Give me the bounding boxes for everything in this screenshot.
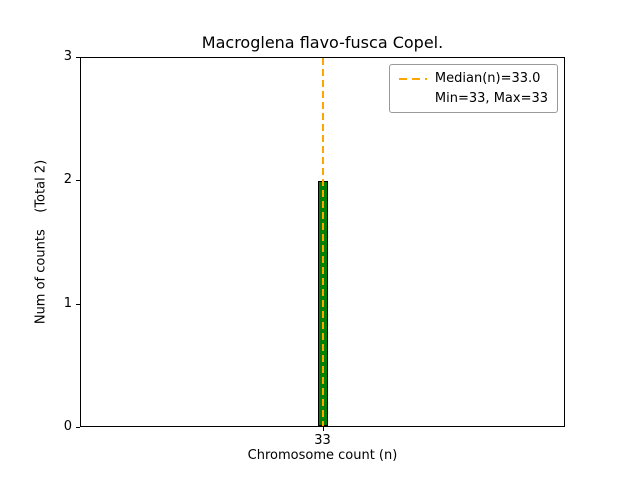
plot-area: Median(n)=33.0 Min=33, Max=33 — [80, 57, 565, 427]
chart-title: Macroglena flavo-fusca Copel. — [201, 33, 444, 52]
legend-minmax-label: Min=33, Max=33 — [434, 91, 548, 106]
x-axis-label: Chromosome count (n) — [247, 448, 398, 463]
legend: Median(n)=33.0 Min=33, Max=33 — [388, 64, 558, 113]
legend-median-label: Median(n)=33.0 — [434, 71, 541, 86]
x-tick-mark — [322, 427, 324, 431]
median-dashed-line — [321, 58, 324, 426]
y-tick-mark — [76, 180, 80, 182]
y-tick-mark — [76, 427, 80, 428]
y-tick-mark — [76, 57, 80, 58]
legend-row-minmax: Min=33, Max=33 — [399, 91, 548, 106]
y-tick-label: 0 — [63, 419, 72, 434]
legend-spacer — [399, 98, 427, 100]
y-tick-label: 2 — [63, 172, 72, 188]
x-tick-label: 33 — [314, 433, 331, 448]
y-tick-label: 3 — [63, 49, 72, 64]
y-tick-mark — [76, 303, 80, 305]
y-tick-label: 1 — [63, 295, 72, 311]
legend-row-median: Median(n)=33.0 — [398, 71, 548, 86]
median-line-legend-sample — [398, 77, 427, 80]
